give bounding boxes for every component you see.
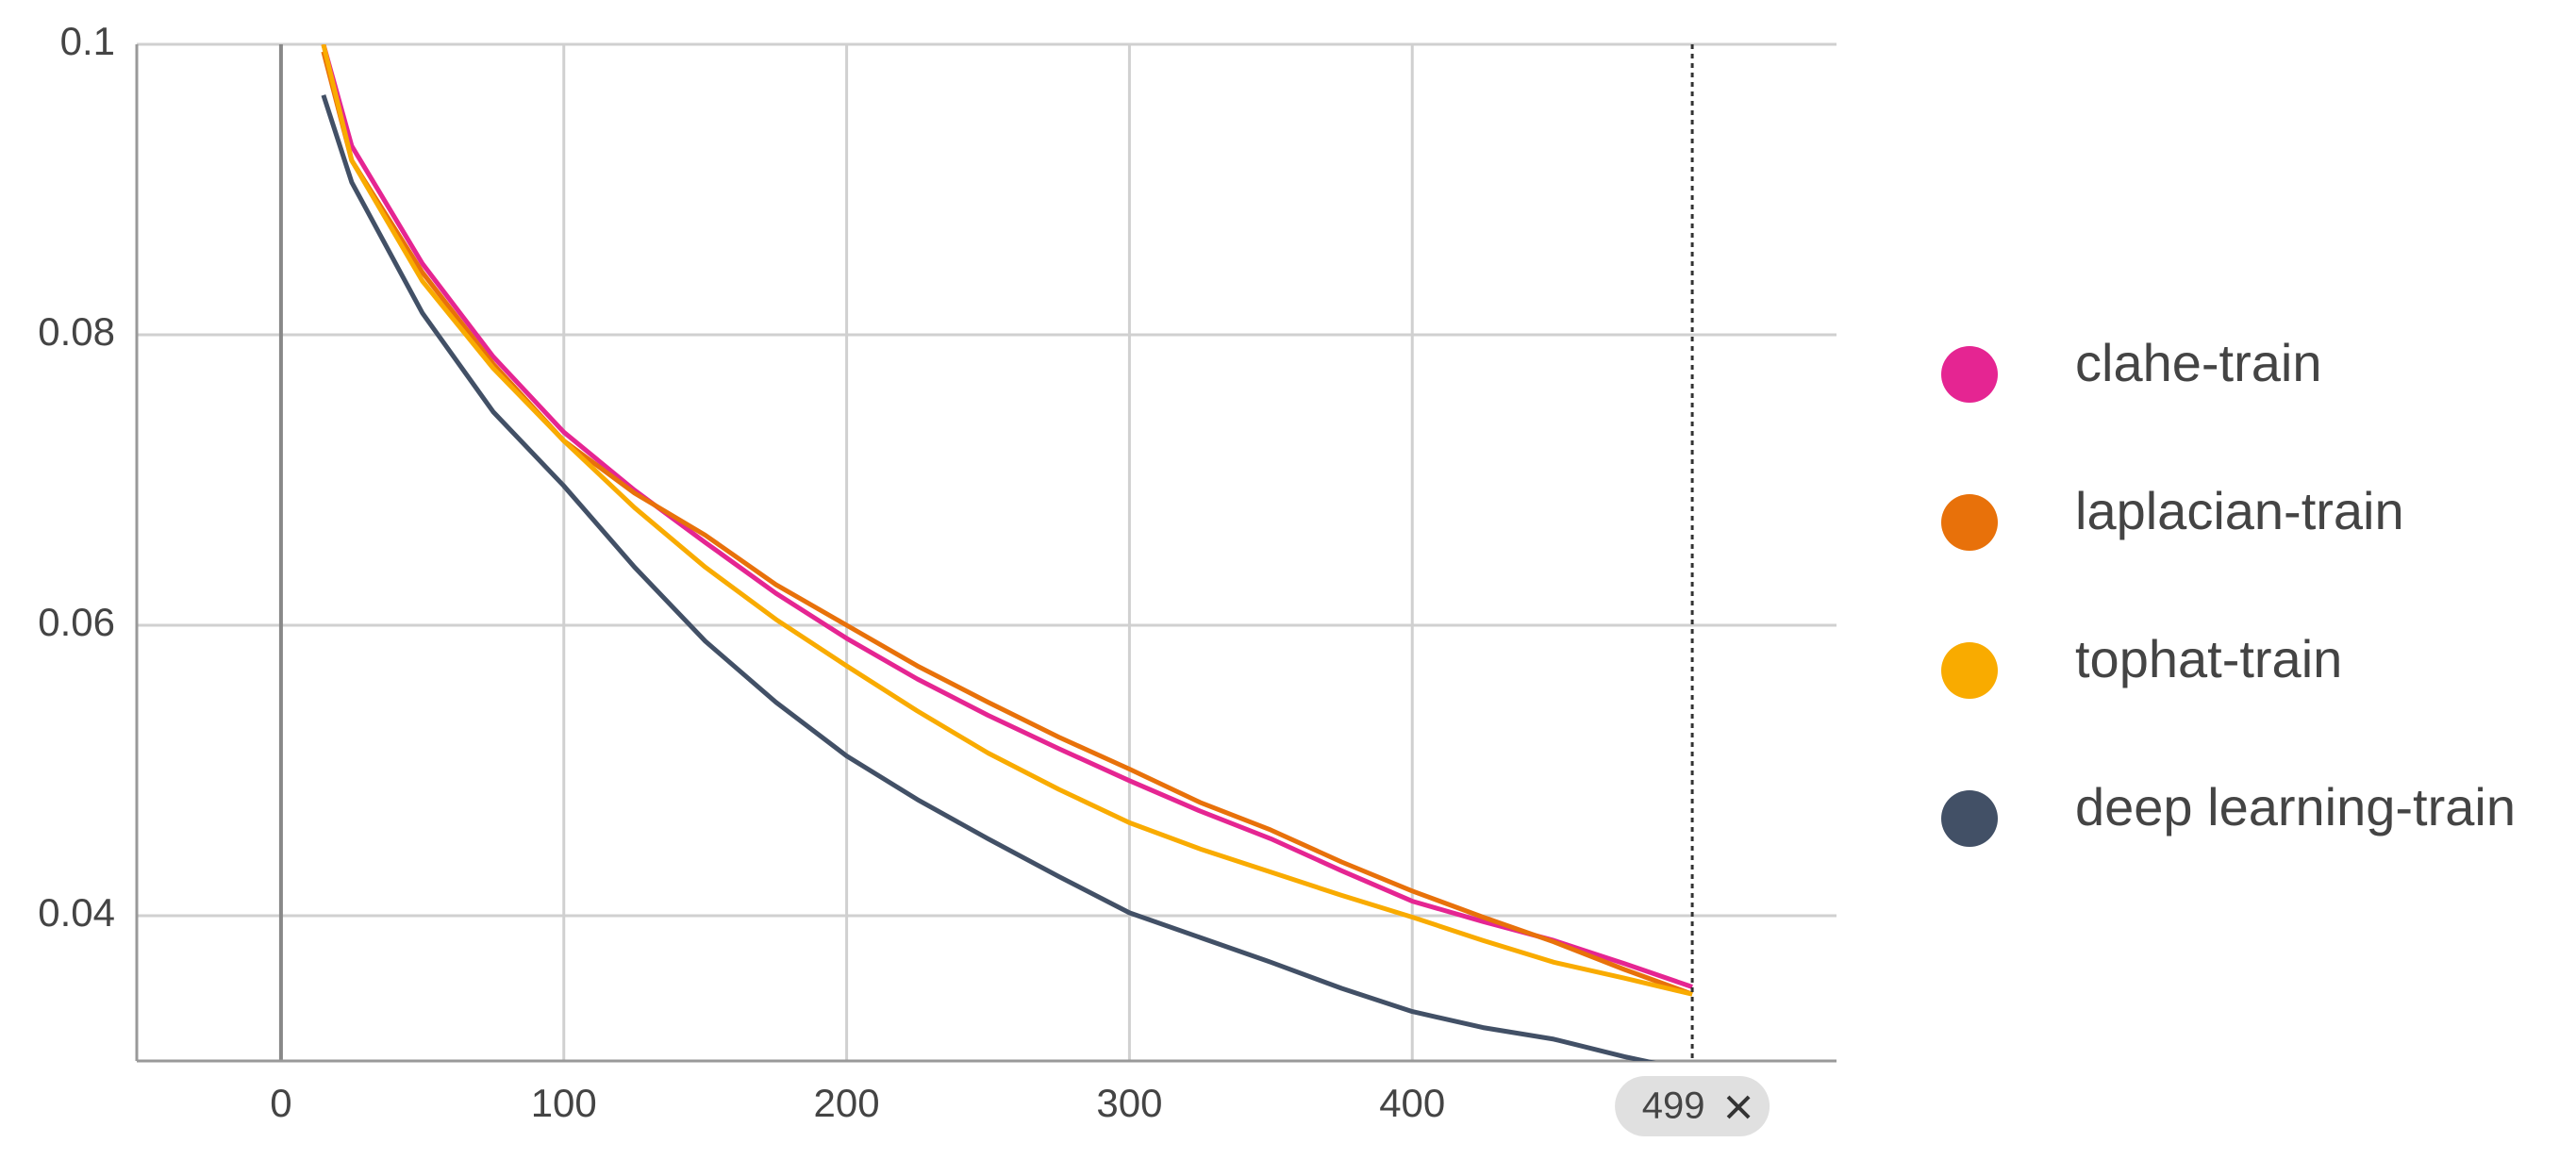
- legend-label: laplacian-train: [2075, 481, 2404, 540]
- legend-swatch: [1941, 642, 1998, 699]
- cursor-label: 499: [1642, 1085, 1705, 1127]
- series-line: [321, 44, 1693, 989]
- legend-label: deep learning-train: [2075, 777, 2516, 836]
- x-tick-label: 300: [1096, 1081, 1162, 1125]
- series-line: [321, 94, 1656, 1061]
- y-tick-label: 0.04: [38, 890, 115, 935]
- x-tick-label: 0: [270, 1081, 291, 1125]
- x-tick-label: 200: [814, 1081, 880, 1125]
- x-tick-label: 400: [1379, 1081, 1445, 1125]
- x-tick-label: 100: [531, 1081, 597, 1125]
- legend-swatch: [1941, 494, 1998, 551]
- legend-swatch: [1941, 790, 1998, 847]
- legend-swatch: [1941, 346, 1998, 403]
- series-line: [321, 44, 1693, 997]
- cursor-close-icon: [1726, 1095, 1751, 1119]
- series-line: [321, 51, 1693, 997]
- plot-area: [321, 44, 1693, 1061]
- y-tick-label: 0.08: [38, 309, 115, 354]
- legend-label: tophat-train: [2075, 629, 2342, 688]
- legend-label: clahe-train: [2075, 333, 2321, 392]
- cursor-chip: [1615, 1076, 1770, 1136]
- y-tick-label: 0.06: [38, 600, 115, 644]
- y-tick-label: 0.1: [60, 19, 115, 63]
